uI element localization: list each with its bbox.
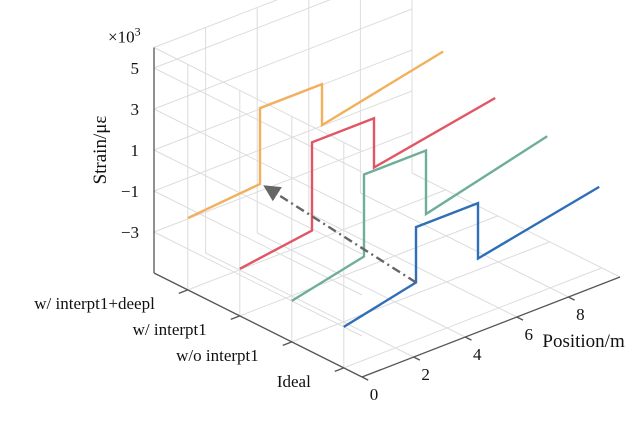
trend-arrow [263,185,417,284]
grid-line-back-z [153,0,331,69]
z-exponent-power: 3 [135,25,141,39]
z-tick-label: 5 [131,59,140,78]
series-line-2 [291,135,548,302]
series-line-3 [239,96,496,270]
y-tick-mark [178,289,189,295]
grid-line-left-z [153,149,363,255]
grid-line-floor-y [187,189,446,291]
grid-line-left-z [153,108,363,214]
x-tick-mark [568,296,575,301]
grid-line-floor-y [291,241,550,343]
z-tick-label: −3 [121,223,139,242]
x-tick-label: 6 [525,325,534,344]
x-tick-label: 2 [421,365,430,384]
axes [153,47,621,381]
grid-line-floor-y [343,267,602,369]
axis-labels: 0 2 4 6 8 −3 −1 1 3 5 Ideal w/o interpt1 w/ interpt1… [34,25,625,405]
grid [153,0,621,378]
grid-line-left-z [153,231,363,337]
x-tick-mark [361,376,369,381]
y-tick-label: w/ interpt1 [133,320,207,339]
grid-line-back-z [153,131,413,233]
x-tick-mark [464,336,472,341]
x-tick-label: 4 [473,345,482,364]
series-lines [187,50,600,328]
grid-line-floor-x [205,252,414,358]
x-tick-label: 0 [370,385,379,404]
x-axis-line [361,276,621,378]
grid-line-floor-x [360,192,569,298]
x-axis-title: Position/m [542,331,625,352]
grid-line-floor-y [239,215,498,317]
y-tick-label: w/o interpt1 [176,346,259,365]
series-line-1 [343,185,600,328]
box-edge [153,0,278,48]
y-tick-mark [230,315,241,321]
z-axis-title: Strain/με [90,116,111,185]
x-tick-mark [516,316,524,321]
z-exponent-label: ×103 [108,25,141,47]
grid-line-back-z [153,8,413,110]
y-tick-label: Ideal [277,372,311,391]
grid-line-left-z [153,67,363,173]
z-tick-label: 3 [131,100,140,119]
series-line-4 [187,50,444,220]
grid-line-floor-x [411,172,621,278]
z-tick-label: −1 [121,182,139,201]
x-tick-mark [413,356,421,361]
z-tick-label: 1 [131,141,140,160]
y-tick-label: w/ interpt1+deepl [34,294,155,313]
box-edge [153,47,363,152]
x-tick-label: 8 [576,305,585,324]
grid-line-back-z [153,90,413,192]
grid-line-floor-x [256,232,466,338]
y-axis-line [153,272,363,378]
y-tick-mark [334,367,345,373]
y-tick-mark [282,341,293,347]
grid-line-floor-x [308,212,518,318]
